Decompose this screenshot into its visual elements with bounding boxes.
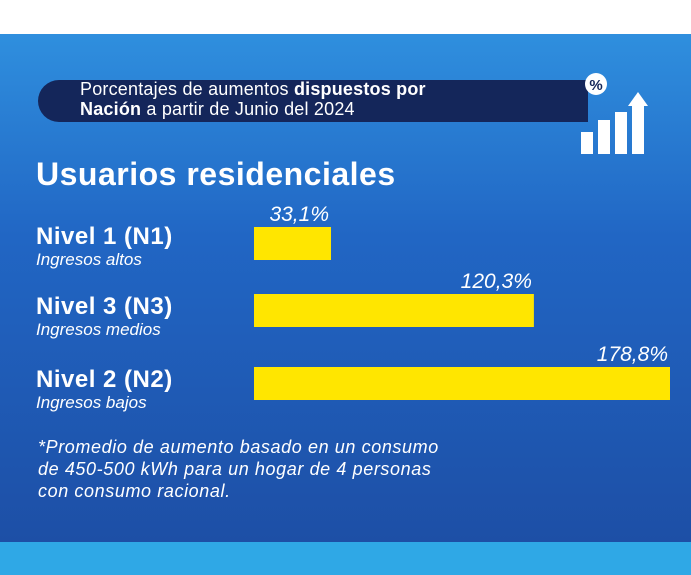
icon-bar-2 xyxy=(598,120,610,154)
chart-title: Usuarios residenciales xyxy=(36,156,396,192)
header-banner xyxy=(38,80,588,122)
header-title: Porcentajes de aumentos dispuestos por N… xyxy=(80,79,600,119)
bar-2 xyxy=(254,294,534,327)
title-line1-normal: Porcentajes de aumentos xyxy=(80,79,294,99)
footnote-line-2: de 450-500 kWh para un hogar de 4 person… xyxy=(38,459,432,479)
top-frame xyxy=(0,0,691,34)
level-sub-1: Ingresos altos xyxy=(36,250,142,269)
title-line2-normal: a partir de Junio del 2024 xyxy=(141,99,355,119)
level-name-2: Nivel 3 (N3) xyxy=(36,293,173,320)
icon-percent-symbol: % xyxy=(589,77,602,94)
level-sub-2: Ingresos medios xyxy=(36,320,161,339)
level-name-1: Nivel 1 (N1) xyxy=(36,223,173,250)
bar-chart: 33,1% 120,3% 178,8% xyxy=(254,203,670,400)
level-sub-3: Ingresos bajos xyxy=(36,393,147,412)
title-line2-bold: Nación xyxy=(80,99,142,119)
percent-bar-chart-icon: % xyxy=(578,70,658,161)
bar-value-label-2: 120,3% xyxy=(461,270,532,293)
level-row-2: Nivel 3 (N3) Ingresos medios xyxy=(36,293,173,340)
icon-bar-4 xyxy=(632,106,644,154)
level-row-3: Nivel 2 (N2) Ingresos bajos xyxy=(36,366,173,413)
bottom-frame xyxy=(0,542,691,575)
level-name-3: Nivel 2 (N2) xyxy=(36,366,173,393)
footnote-line-3: con consumo racional. xyxy=(38,481,231,501)
icon-arrow-head xyxy=(628,92,648,106)
footnote: *Promedio de aumento basado en un consum… xyxy=(38,436,658,502)
icon-bar-1 xyxy=(581,132,593,154)
level-row-1: Nivel 1 (N1) Ingresos altos xyxy=(36,223,173,270)
footnote-line-1: *Promedio de aumento basado en un consum… xyxy=(38,437,439,457)
title-line1-bold: dispuestos por xyxy=(293,79,426,99)
bar-1 xyxy=(254,227,332,260)
icon-percent-badge xyxy=(585,73,607,95)
icon-bar-3 xyxy=(615,112,627,154)
infographic-panel: Porcentajes de aumentos dispuestos por N… xyxy=(0,34,691,542)
bar-3 xyxy=(254,367,670,400)
bar-value-label-3: 178,8% xyxy=(597,343,668,366)
bar-value-label-1: 33,1% xyxy=(269,203,329,226)
